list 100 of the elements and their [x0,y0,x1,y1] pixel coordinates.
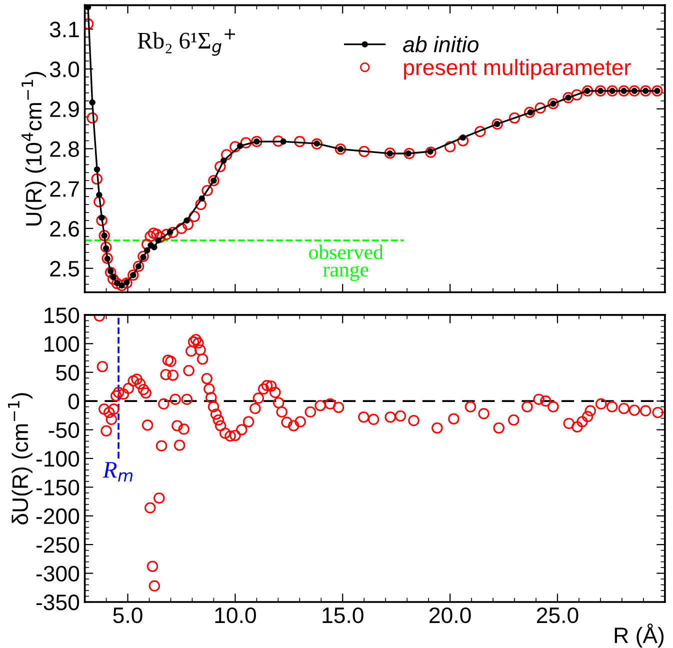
y-tick-label: 2.6 [50,220,79,237]
point [311,138,322,150]
y-tick-label: -50 [48,422,80,438]
y-tick-label: -350 [36,594,80,610]
y-tick-label: 3.0 [50,62,80,78]
point [121,277,132,289]
point [151,244,158,250]
point [524,106,536,118]
point [96,214,108,226]
point [128,269,139,281]
point [334,143,346,155]
point [534,102,546,114]
y-tick-label: 150 [44,307,80,324]
point [208,174,220,186]
point [184,217,190,224]
point [144,247,150,254]
point [195,198,206,210]
point [606,85,618,97]
point [594,85,606,97]
point [116,280,128,292]
point [237,142,244,150]
y-tick-label: 2.9 [50,101,79,118]
y-tick-label: 50 [56,364,80,381]
y-axis-title: U(R) (10$^{4}$cm$^{−1}$) [22,72,46,226]
point [94,196,105,208]
point [618,85,630,97]
point [98,230,110,242]
x-tick-label: 20.0 [430,607,471,624]
point [182,218,194,230]
x-tick-label: 5.0 [113,607,142,624]
legend-label: present multiparameter [404,58,631,80]
point [94,166,100,173]
point [358,146,370,158]
point [144,230,156,242]
y-tick-label: 2.8 [50,141,79,157]
point [548,98,559,110]
point [652,85,663,97]
point [240,137,252,148]
x-tick-label: 25.0 [536,607,578,624]
y-tick-label: -100 [36,450,80,467]
x-axis-title: R (Å) [614,624,664,648]
y-tick-label: 100 [44,336,80,352]
point [188,210,200,222]
y-tick-label: -250 [36,537,80,553]
point [230,141,241,152]
point [474,126,486,138]
point [492,118,503,130]
point [444,141,456,152]
point [176,222,188,234]
point [91,173,102,185]
point [160,228,172,240]
y-tick-label: 2.7 [50,181,79,197]
point [220,158,227,164]
point [167,226,179,238]
y-tick-label: 3.1 [50,22,79,38]
point [457,135,469,146]
point [508,112,520,124]
point [104,266,116,278]
point [272,136,284,147]
point [111,278,123,290]
point [202,184,213,196]
point [100,242,112,253]
ref-line-label: R$_{m}$ [102,462,132,482]
point [138,250,149,262]
point [86,112,98,124]
point [151,228,162,240]
point [214,161,226,172]
point [640,85,652,97]
point [102,252,113,264]
point [198,195,206,202]
point [89,99,96,106]
point [154,232,166,243]
point [425,146,436,158]
x-tick-label: 10.0 [215,607,256,624]
point [384,147,396,159]
point [404,148,415,160]
point [294,136,306,148]
y-tick-label: 0 [68,394,80,410]
point [84,5,92,10]
ref-line-label: observed range [309,244,384,281]
y-tick-label: -150 [36,480,80,496]
legend-label: ab initio [403,36,479,52]
point [251,136,262,148]
text: Rb₂ 6¹Σ$_{g}$$^{+}$ [138,29,236,56]
point [628,85,640,97]
y-tick-label: -300 [36,566,80,582]
point [280,138,286,145]
point [571,89,582,101]
point [582,85,594,97]
point [141,238,153,250]
point [220,149,232,160]
y-axis-title: δU(R) (cm$^{−1}$) [8,393,32,524]
y-tick-label: -200 [36,508,80,524]
y-tick-label: 2.5 [50,260,80,277]
x-tick-label: 15.0 [322,607,364,624]
point [108,273,119,285]
point [96,192,102,198]
point [132,260,144,272]
point [562,92,574,104]
point [148,228,160,239]
